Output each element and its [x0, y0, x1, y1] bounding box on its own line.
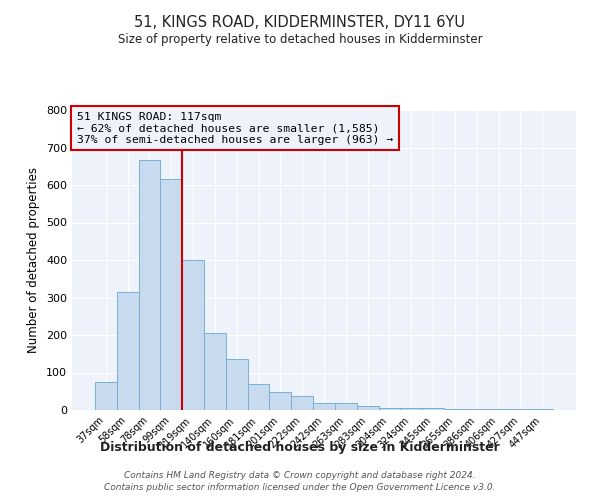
- Bar: [444, 409, 466, 410]
- Bar: [357, 406, 379, 410]
- Text: Contains public sector information licensed under the Open Government Licence v3: Contains public sector information licen…: [104, 484, 496, 492]
- Bar: [509, 409, 531, 410]
- Text: Contains HM Land Registry data © Crown copyright and database right 2024.: Contains HM Land Registry data © Crown c…: [124, 471, 476, 480]
- Y-axis label: Number of detached properties: Number of detached properties: [28, 167, 40, 353]
- Bar: [95, 382, 117, 410]
- Text: Size of property relative to detached houses in Kidderminster: Size of property relative to detached ho…: [118, 32, 482, 46]
- Bar: [466, 409, 488, 410]
- Bar: [422, 408, 444, 410]
- Bar: [488, 409, 509, 410]
- Bar: [182, 260, 204, 410]
- Bar: [291, 396, 313, 410]
- Text: Distribution of detached houses by size in Kidderminster: Distribution of detached houses by size …: [100, 441, 500, 454]
- Bar: [248, 384, 269, 410]
- Text: 51, KINGS ROAD, KIDDERMINSTER, DY11 6YU: 51, KINGS ROAD, KIDDERMINSTER, DY11 6YU: [134, 15, 466, 30]
- Bar: [139, 160, 160, 410]
- Bar: [226, 358, 248, 410]
- Text: 51 KINGS ROAD: 117sqm
← 62% of detached houses are smaller (1,585)
37% of semi-d: 51 KINGS ROAD: 117sqm ← 62% of detached …: [77, 112, 393, 144]
- Bar: [313, 402, 335, 410]
- Bar: [379, 408, 400, 410]
- Bar: [400, 408, 422, 410]
- Bar: [335, 402, 357, 410]
- Bar: [160, 180, 182, 410]
- Bar: [269, 392, 291, 410]
- Bar: [117, 292, 139, 410]
- Bar: [204, 333, 226, 410]
- Bar: [531, 409, 553, 410]
